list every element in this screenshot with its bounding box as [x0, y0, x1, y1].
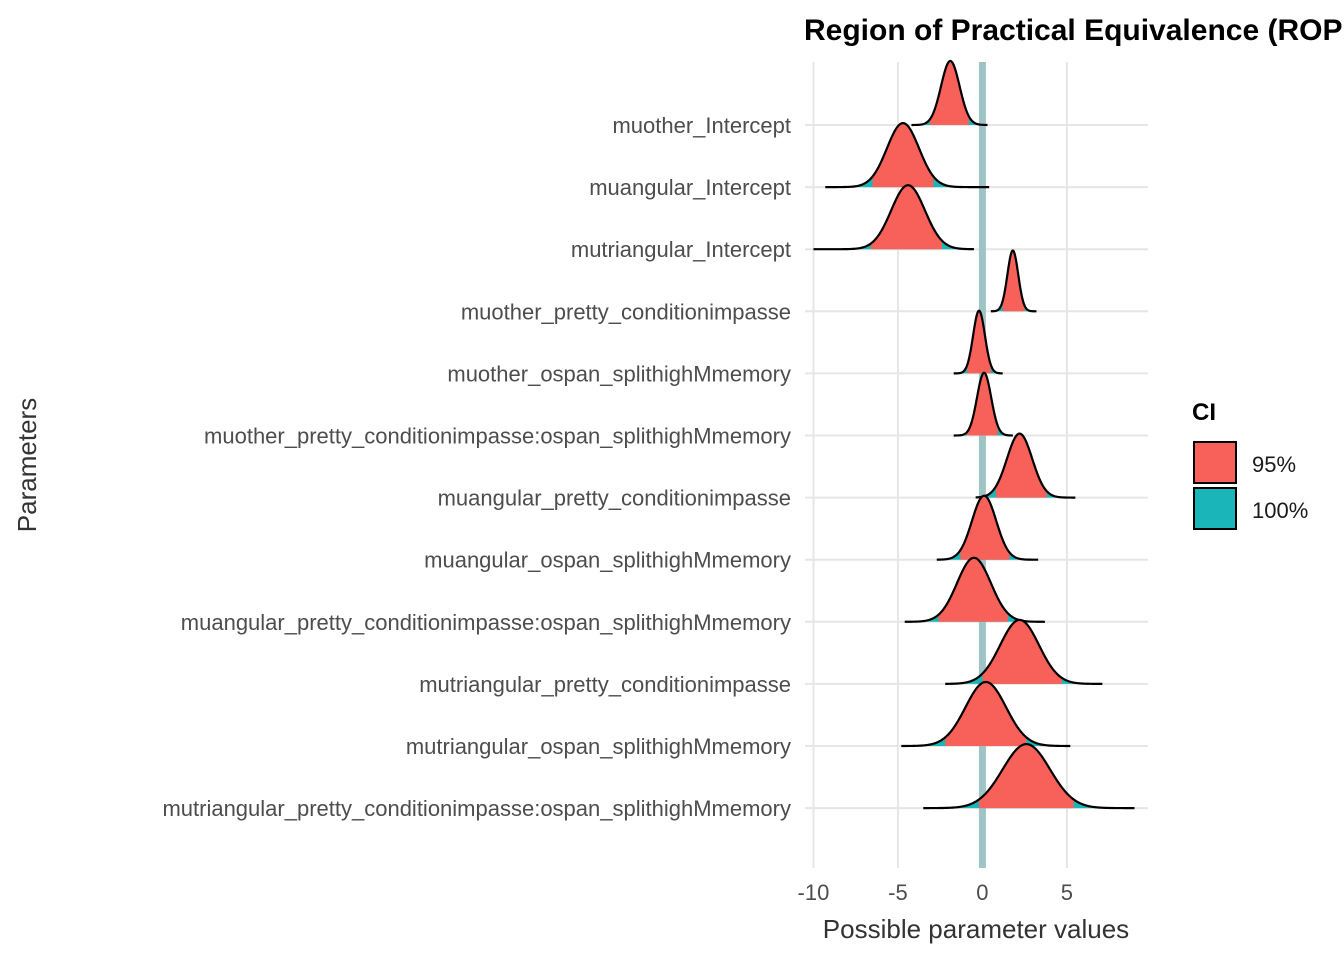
ridge-area-95: [979, 744, 1074, 809]
ridge-area-95: [995, 433, 1047, 498]
legend-swatch-95: [1193, 441, 1237, 484]
ridge-area-95: [872, 123, 934, 188]
density-ridges: [813, 59, 1135, 810]
x-tick-label: 0: [976, 880, 988, 905]
y-tick-label: muother_ospan_splithighMmemory: [447, 361, 791, 386]
y-axis-title: Parameters: [12, 398, 42, 532]
ridge-outline: [936, 494, 1039, 561]
ridge-area-95: [938, 557, 1008, 622]
ridge-outline: [952, 309, 1004, 375]
y-tick-label: mutriangular_pretty_conditionimpasse: [419, 672, 791, 697]
ridge-area-95: [967, 372, 998, 436]
y-tick-label: mutriangular_ospan_splithighMmemory: [406, 734, 791, 759]
y-tick-label: muangular_pretty_conditionimpasse:ospan_…: [181, 610, 791, 635]
ridge-outline: [901, 680, 1071, 748]
x-tick-labels: -10 -5 0 5: [798, 880, 1073, 905]
ridge-outline: [813, 184, 975, 251]
y-tick-label: muother_pretty_conditionimpasse: [461, 299, 791, 324]
ridge-area-95: [982, 619, 1062, 684]
x-tick-label: -10: [798, 880, 830, 905]
y-tick-label: mutriangular_Intercept: [571, 237, 791, 262]
rope-band: [978, 62, 986, 868]
legend-title: CI: [1192, 399, 1216, 426]
legend-swatch-100: [1193, 487, 1237, 530]
y-tick-label: mutriangular_pretty_conditionimpasse:osp…: [162, 796, 791, 821]
ridge-area-95: [930, 61, 969, 125]
chart-title: Region of Practical Equivalence (ROPE): [804, 14, 1344, 47]
y-tick-label: muangular_pretty_conditionimpasse: [438, 486, 791, 511]
x-tick-label: -5: [888, 880, 908, 905]
y-tick-labels: muother_Intercept muangular_Interceptmutr…: [162, 113, 791, 821]
x-axis-title: Possible parameter values: [823, 914, 1129, 944]
legend: CI 95% 100%: [1192, 399, 1308, 530]
ridge-area-95: [967, 310, 991, 374]
legend-label-95: 95%: [1252, 452, 1296, 477]
y-tick-label: muother_Intercept: [612, 113, 791, 138]
ridge-outline: [910, 59, 989, 127]
y-tick-label: muangular_ospan_splithighMmemory: [424, 548, 791, 573]
ridge-area-95: [945, 682, 1027, 746]
ridge-outline: [990, 249, 1038, 313]
grid: [805, 62, 1148, 868]
ridge-area-95: [960, 495, 1010, 560]
y-tick-label: muother_pretty_conditionimpasse:ospan_sp…: [204, 424, 791, 449]
ridge-area-95: [1002, 250, 1025, 312]
legend-label-100: 100%: [1252, 498, 1308, 523]
ridge-outline: [975, 432, 1076, 499]
ridge-outline: [923, 743, 1135, 810]
y-tick-label: muangular_Intercept: [589, 175, 791, 200]
ridge-outline: [825, 122, 990, 189]
ridge-outline: [952, 371, 1014, 437]
ridge-outline: [945, 618, 1103, 685]
rope-region: [978, 62, 986, 868]
x-tick-label: 5: [1061, 880, 1073, 905]
ridge-area-95: [870, 185, 942, 250]
